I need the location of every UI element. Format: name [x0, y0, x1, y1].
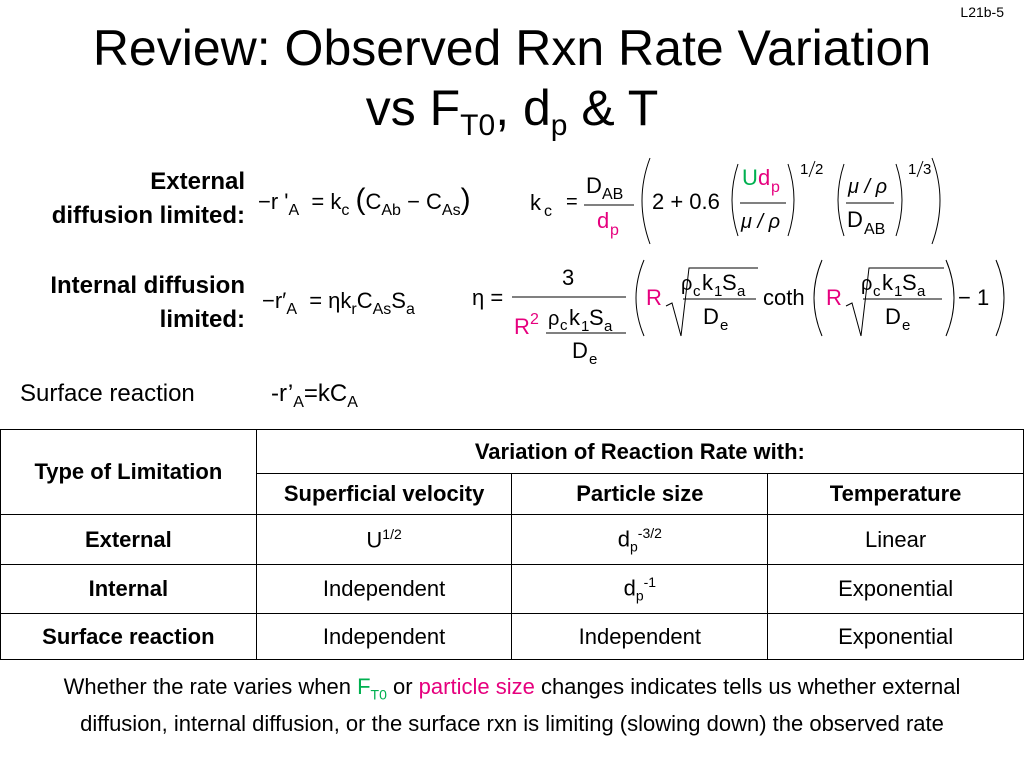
svg-text:η =: η =: [472, 285, 503, 310]
svg-text:e: e: [720, 317, 728, 334]
svg-text:1: 1: [908, 161, 916, 178]
svg-text:− 1: − 1: [958, 285, 989, 310]
footer-note: Whether the rate varies when FT0 or part…: [63, 674, 961, 737]
svg-text:a: a: [737, 283, 746, 300]
row-type: Internal: [0, 564, 257, 614]
particle-cell: Independent: [511, 613, 769, 660]
svg-text:D: D: [885, 304, 901, 329]
svg-text:R: R: [826, 285, 842, 310]
svg-text:D: D: [572, 338, 588, 363]
svg-text:2: 2: [530, 311, 539, 328]
slide-id: L21b-5: [960, 4, 1004, 20]
external-label: External diffusion limited:: [51, 168, 245, 229]
velocity-cell: Independent: [255, 564, 513, 614]
svg-text:μ / ρ: μ / ρ: [740, 211, 780, 233]
svg-text:k: k: [569, 305, 581, 330]
svg-text:3: 3: [923, 161, 931, 178]
svg-text:D: D: [703, 304, 719, 329]
header-type-of-limitation: Type of Limitation: [0, 429, 257, 515]
ft0-highlight: FT0: [357, 674, 387, 703]
svg-text:1: 1: [800, 161, 808, 178]
external-rate-equation: −r 'A = kc (CAb − CAs): [258, 183, 471, 219]
svg-text:e: e: [902, 317, 910, 334]
svg-text:d: d: [597, 208, 609, 233]
velocity-cell: Independent: [255, 613, 513, 660]
svg-text:μ / ρ: μ / ρ: [847, 176, 887, 198]
svg-text:e: e: [589, 351, 597, 368]
temperature-cell: Exponential: [767, 564, 1024, 614]
table-row: Internal Independent dp-1 Exponential: [0, 564, 1024, 614]
svg-text:AB: AB: [864, 221, 885, 238]
rate-variation-table: Type of Limitation Variation of Reaction…: [0, 429, 1024, 660]
svg-text:a: a: [604, 318, 613, 335]
svg-text:AB: AB: [602, 186, 623, 203]
svg-text:R: R: [514, 314, 530, 339]
svg-text:=: =: [566, 191, 578, 213]
title-line-1: Review: Observed Rxn Rate Variation: [92, 20, 932, 76]
svg-text:R: R: [646, 285, 662, 310]
svg-text:2 + 0.6: 2 + 0.6: [652, 189, 720, 214]
svg-text:coth: coth: [763, 285, 805, 310]
svg-text:d: d: [758, 165, 770, 190]
svg-text:c: c: [560, 317, 568, 334]
internal-label: Internal diffusion limited:: [50, 272, 245, 333]
row-type: Surface reaction: [0, 613, 257, 660]
svg-text:1: 1: [894, 283, 902, 300]
svg-text:1: 1: [714, 283, 722, 300]
svg-text:U: U: [742, 165, 758, 190]
svg-text:k: k: [882, 270, 894, 295]
svg-text:1: 1: [581, 318, 589, 335]
particle-cell: dp-3/2: [511, 514, 769, 565]
particle-cell: dp-1: [511, 564, 769, 614]
table-row: External U1/2 dp-3/2 Linear: [0, 514, 1024, 565]
surface-rate-equation: -r’A=kCA: [271, 380, 358, 411]
svg-text:D: D: [586, 173, 602, 198]
temperature-cell: Exponential: [767, 613, 1024, 660]
row-type: External: [0, 514, 257, 565]
svg-text:S: S: [722, 270, 737, 295]
svg-text:k: k: [530, 190, 542, 215]
svg-text:k: k: [702, 270, 714, 295]
svg-text:S: S: [589, 305, 604, 330]
slide-title: Review: Observed Rxn Rate Variation vs F…: [0, 18, 1024, 156]
particle-size-highlight: particle size: [418, 674, 535, 699]
svg-text:c: c: [693, 283, 701, 300]
header-temperature: Temperature: [767, 473, 1024, 515]
svg-text:c: c: [873, 283, 881, 300]
table-row: Surface reaction Independent Independent…: [0, 613, 1024, 660]
svg-text:ρ: ρ: [861, 273, 872, 295]
svg-text:c: c: [544, 203, 552, 220]
header-particle-size: Particle size: [511, 473, 769, 515]
svg-text:p: p: [771, 179, 780, 196]
svg-text:S: S: [902, 270, 917, 295]
svg-text:ρ: ρ: [548, 308, 559, 330]
svg-text:3: 3: [562, 265, 574, 290]
internal-rate-equation: −r′A = ηkrCAsSa: [262, 288, 415, 318]
velocity-cell: U1/2: [255, 514, 513, 565]
svg-text:p: p: [610, 222, 619, 239]
svg-text:D: D: [847, 207, 863, 232]
title-line-2: vs FT0, dp & T: [365, 80, 659, 142]
temperature-cell: Linear: [767, 514, 1024, 565]
svg-text:a: a: [917, 283, 926, 300]
header-superficial-velocity: Superficial velocity: [255, 473, 513, 515]
header-variation: Variation of Reaction Rate with:: [255, 429, 1024, 474]
svg-text:ρ: ρ: [681, 273, 692, 295]
svg-text:2: 2: [815, 161, 823, 178]
surface-reaction-label: Surface reaction: [20, 380, 195, 407]
